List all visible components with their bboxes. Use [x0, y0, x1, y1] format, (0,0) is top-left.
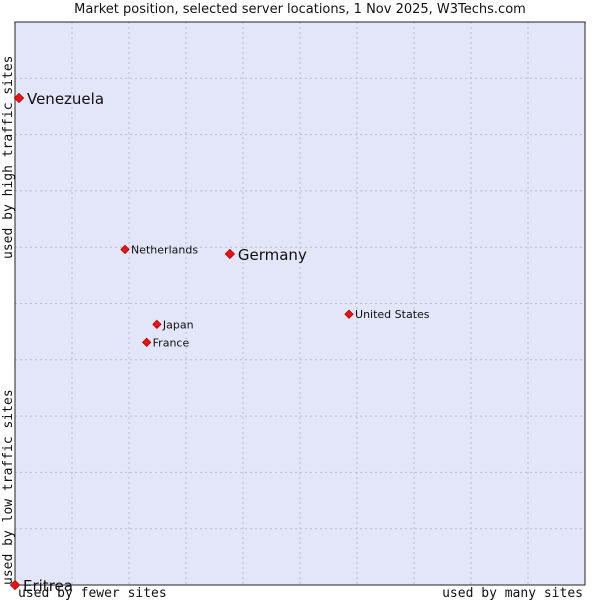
point-marker-united-states	[344, 309, 354, 319]
plot-border	[14, 21, 586, 586]
x-axis-label-fewer-sites: used by fewer sites	[18, 586, 167, 600]
point-group-japan: Japan	[152, 318, 194, 331]
point-label-venezuela: Venezuela	[27, 90, 104, 108]
grid-lines	[15, 22, 585, 585]
point-marker-japan	[152, 319, 162, 329]
data-points: Venezuela Netherlands Germany United States…	[9, 90, 430, 595]
point-label-france: France	[153, 336, 190, 349]
point-group-france: France	[142, 336, 190, 349]
point-label-germany: Germany	[238, 246, 307, 264]
point-label-netherlands: Netherlands	[131, 243, 198, 256]
point-marker-venezuela	[13, 92, 25, 104]
point-group-eritrea: Eritrea	[9, 577, 73, 595]
point-marker-germany	[224, 248, 236, 260]
chart-title: Market position, selected server locatio…	[74, 2, 526, 17]
point-group-united-states: United States	[344, 308, 430, 321]
point-group-venezuela: Venezuela	[13, 90, 104, 108]
y-axis-label-high-traffic: used by high traffic sites	[1, 56, 16, 260]
point-label-united-states: United States	[355, 308, 430, 321]
point-label-japan: Japan	[162, 318, 194, 331]
point-marker-france	[142, 337, 152, 348]
y-axis-label-low-traffic: used by low traffic sites	[1, 389, 16, 585]
point-marker-eritrea	[9, 579, 21, 591]
point-label-eritrea: Eritrea	[23, 577, 73, 595]
point-group-germany: Germany	[224, 246, 307, 264]
x-axis-label-many-sites: used by many sites	[442, 586, 583, 600]
point-group-netherlands: Netherlands	[120, 243, 198, 256]
point-marker-netherlands	[120, 244, 130, 255]
